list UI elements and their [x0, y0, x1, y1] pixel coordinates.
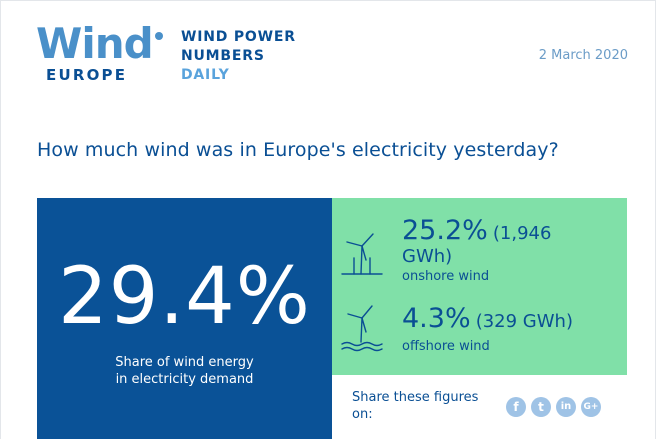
total-share-caption: Share of wind energy in electricity dema… [37, 354, 332, 388]
logo-word: Wind [36, 19, 154, 68]
logo-sub: EUROPE [46, 66, 128, 84]
tagline-line-1: WIND POWER [181, 29, 296, 45]
total-caption-line-1: Share of wind energy [115, 355, 254, 370]
onshore-gwh-a: (1,946 [492, 223, 552, 244]
onshore-label: onshore wind [402, 269, 490, 284]
social-share-buttons: f t in G+ [506, 397, 606, 417]
onshore-gwh-b: GWh) [402, 246, 453, 267]
total-share-value: 29.4% [58, 252, 311, 342]
offshore-stat: 4.3% (329 GWh) offshore wind [402, 304, 573, 355]
logo-dot [155, 32, 163, 40]
issue-date: 2 March 2020 [538, 48, 628, 63]
total-caption-line-2: in electricity demand [115, 372, 254, 387]
facebook-icon[interactable]: f [506, 397, 526, 417]
google-plus-icon[interactable]: G+ [581, 397, 601, 417]
total-share-panel: 29.4% Share of wind energy in electricit… [37, 198, 332, 439]
onshore-stat: 25.2% (1,946 GWh) onshore wind [402, 216, 551, 285]
offshore-turbine-icon [341, 305, 383, 352]
offshore-label: offshore wind [402, 339, 490, 354]
twitter-icon[interactable]: t [531, 397, 551, 417]
share-prompt: Share these figures on: [352, 389, 502, 423]
onshore-percent: 25.2% [402, 215, 488, 246]
headline-question: How much wind was in Europe's electricit… [37, 139, 559, 161]
onshore-turbine-icon [341, 233, 383, 275]
breakdown-panel: 25.2% (1,946 GWh) onshore wind 4.3% (329… [332, 198, 627, 375]
share-label-line-2: on: [352, 407, 373, 422]
offshore-percent: 4.3% [402, 303, 471, 334]
offshore-gwh: (329 GWh) [475, 311, 573, 332]
tagline-line-2: NUMBERS [181, 48, 265, 64]
linkedin-icon[interactable]: in [556, 397, 576, 417]
windeurope-logo[interactable]: Wind EUROPE [36, 20, 166, 86]
share-label-line-1: Share these figures [352, 390, 479, 405]
tagline: WIND POWER NUMBERS DAILY [181, 28, 296, 85]
tagline-line-3: DAILY [181, 67, 230, 83]
